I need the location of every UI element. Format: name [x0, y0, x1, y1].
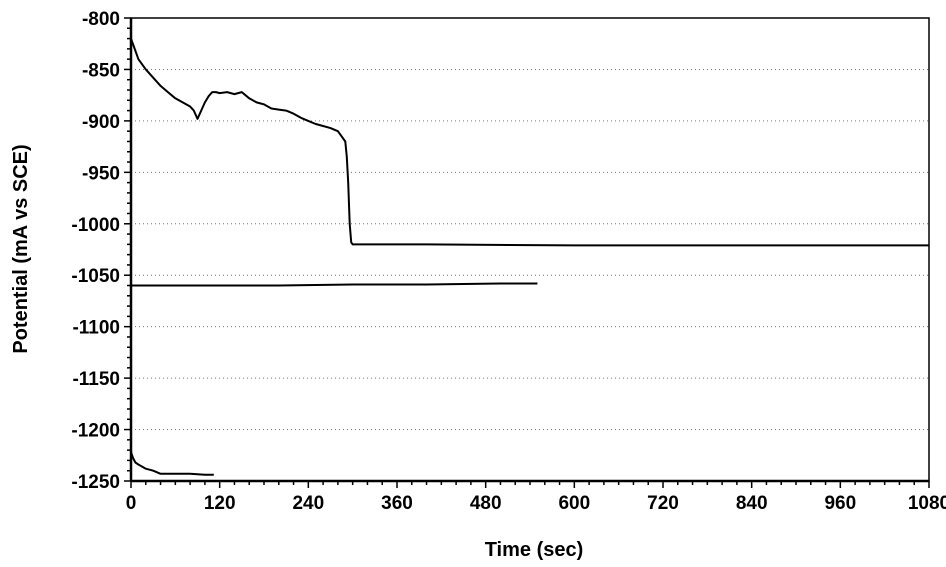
y-tick-label: -1200	[71, 421, 120, 442]
series-line-1	[130, 38, 929, 247]
series-line-2	[131, 282, 538, 287]
y-tick-label: -1100	[72, 318, 120, 339]
grid-lines	[131, 17, 929, 431]
y-tick-label: -1150	[72, 369, 120, 390]
x-tick-label: 120	[204, 493, 236, 514]
x-tick-label: 0	[126, 493, 137, 514]
axes	[129, 17, 930, 483]
ticks	[124, 17, 930, 488]
y-axis-title: Potential (mA vs SCE)	[10, 144, 32, 353]
x-tick-label: 240	[292, 493, 324, 514]
x-axis-title: Time (sec)	[485, 539, 584, 561]
x-tick-label: 1080	[908, 493, 946, 514]
plot-frame	[130, 17, 930, 482]
y-tick-label: -850	[82, 60, 120, 81]
x-tick-label: 960	[824, 493, 856, 514]
x-tick-label: 720	[647, 493, 679, 514]
x-tick-label: 600	[558, 493, 590, 514]
x-tick-label: 480	[470, 493, 502, 514]
y-tick-label: -900	[82, 112, 120, 133]
tick-labels: -800 -850 -900 -950 -1000 -1050 -1100 -1150 -120…	[71, 9, 946, 514]
y-tick-label: -1000	[71, 215, 120, 236]
y-tick-label: -950	[82, 163, 120, 184]
x-tick-label: 360	[381, 493, 413, 514]
y-tick-label: -1250	[71, 472, 120, 493]
series-line-3	[130, 451, 214, 476]
y-tick-label: -1050	[71, 266, 120, 287]
y-tick-label: -800	[82, 9, 120, 30]
x-tick-label: 840	[736, 493, 768, 514]
series-group	[130, 38, 929, 476]
